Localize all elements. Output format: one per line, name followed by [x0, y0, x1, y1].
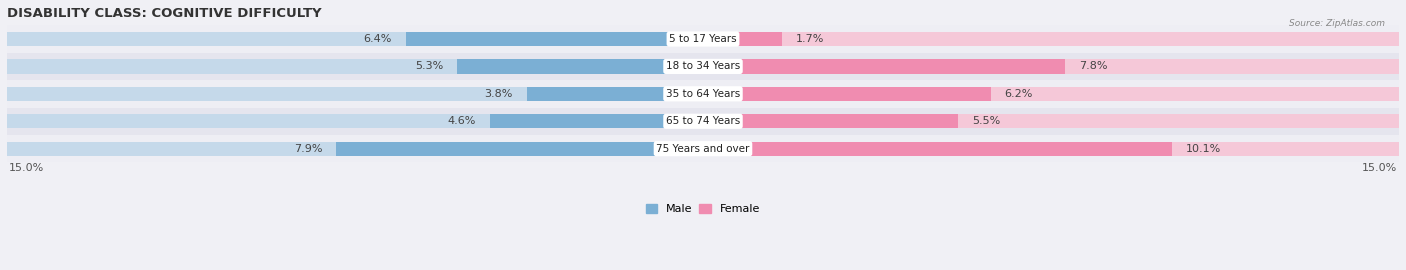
- Bar: [703, 114, 959, 129]
- Text: 3.8%: 3.8%: [485, 89, 513, 99]
- Text: 6.2%: 6.2%: [1005, 89, 1033, 99]
- Text: 65 to 74 Years: 65 to 74 Years: [666, 116, 740, 126]
- Text: 18 to 34 Years: 18 to 34 Years: [666, 61, 740, 71]
- Bar: [703, 87, 991, 101]
- Bar: [7, 59, 703, 73]
- Bar: [703, 87, 1399, 101]
- Bar: [406, 32, 703, 46]
- Text: 4.6%: 4.6%: [447, 116, 475, 126]
- Legend: Male, Female: Male, Female: [647, 204, 759, 214]
- Text: 7.9%: 7.9%: [294, 144, 322, 154]
- Text: 5.3%: 5.3%: [415, 61, 443, 71]
- Text: 15.0%: 15.0%: [1361, 163, 1396, 173]
- Bar: [703, 141, 1171, 156]
- Text: 7.8%: 7.8%: [1078, 61, 1108, 71]
- Text: 75 Years and over: 75 Years and over: [657, 144, 749, 154]
- Bar: [703, 141, 1399, 156]
- Bar: [527, 87, 703, 101]
- Text: 10.1%: 10.1%: [1185, 144, 1220, 154]
- Text: 35 to 64 Years: 35 to 64 Years: [666, 89, 740, 99]
- Bar: [489, 114, 703, 129]
- Bar: [7, 107, 1399, 135]
- Text: 5 to 17 Years: 5 to 17 Years: [669, 34, 737, 44]
- Text: 5.5%: 5.5%: [972, 116, 1001, 126]
- Text: 15.0%: 15.0%: [10, 163, 45, 173]
- Bar: [7, 80, 1399, 107]
- Text: 1.7%: 1.7%: [796, 34, 824, 44]
- Text: 6.4%: 6.4%: [364, 34, 392, 44]
- Bar: [7, 32, 703, 46]
- Bar: [703, 59, 1399, 73]
- Bar: [703, 114, 1399, 129]
- Bar: [703, 59, 1064, 73]
- Bar: [7, 141, 703, 156]
- Bar: [7, 87, 703, 101]
- Bar: [703, 32, 782, 46]
- Bar: [7, 25, 1399, 53]
- Text: Source: ZipAtlas.com: Source: ZipAtlas.com: [1289, 19, 1385, 28]
- Bar: [7, 135, 1399, 162]
- Bar: [7, 53, 1399, 80]
- Bar: [7, 114, 703, 129]
- Bar: [457, 59, 703, 73]
- Bar: [336, 141, 703, 156]
- Bar: [703, 32, 1399, 46]
- Text: DISABILITY CLASS: COGNITIVE DIFFICULTY: DISABILITY CLASS: COGNITIVE DIFFICULTY: [7, 7, 322, 20]
